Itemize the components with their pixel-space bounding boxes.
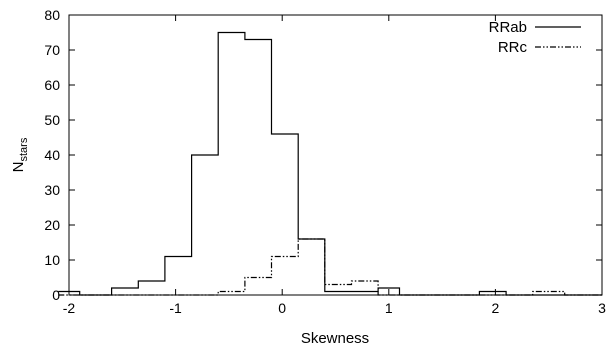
legend: RRab RRc [489, 19, 581, 56]
plot-area [68, 14, 603, 296]
x-tick-label: 0 [278, 300, 286, 316]
x-tick-label: 2 [492, 300, 500, 316]
y-tick-label: 0 [52, 287, 60, 303]
plot-frame [68, 14, 603, 296]
y-tick-label: 80 [44, 7, 60, 23]
y-tick-label: 50 [44, 112, 60, 128]
x-tick-label: 3 [598, 300, 606, 316]
series-layer [58, 31, 602, 296]
legend-label-rrc: RRc [498, 39, 528, 56]
series-line-rrab [58, 31, 602, 296]
x-tick-label: -2 [63, 300, 76, 316]
y-tick-label: 20 [44, 217, 60, 233]
y-axis-title-main: N [10, 162, 27, 173]
y-axis-title-sub: stars [18, 137, 30, 161]
y-tick-label: 70 [44, 42, 60, 58]
y-tick-label: 10 [44, 252, 60, 268]
y-tick-label: 40 [44, 147, 60, 163]
y-axis-title: Nstars [10, 137, 30, 172]
y-tick-label: 60 [44, 77, 60, 93]
y-tick-label: 30 [44, 182, 60, 198]
x-axis-title: Skewness [301, 330, 369, 347]
series-line-rrc [58, 238, 602, 296]
legend-label-rrab: RRab [489, 19, 527, 36]
x-tick-label: -1 [169, 300, 182, 316]
x-tick-label: 1 [385, 300, 393, 316]
